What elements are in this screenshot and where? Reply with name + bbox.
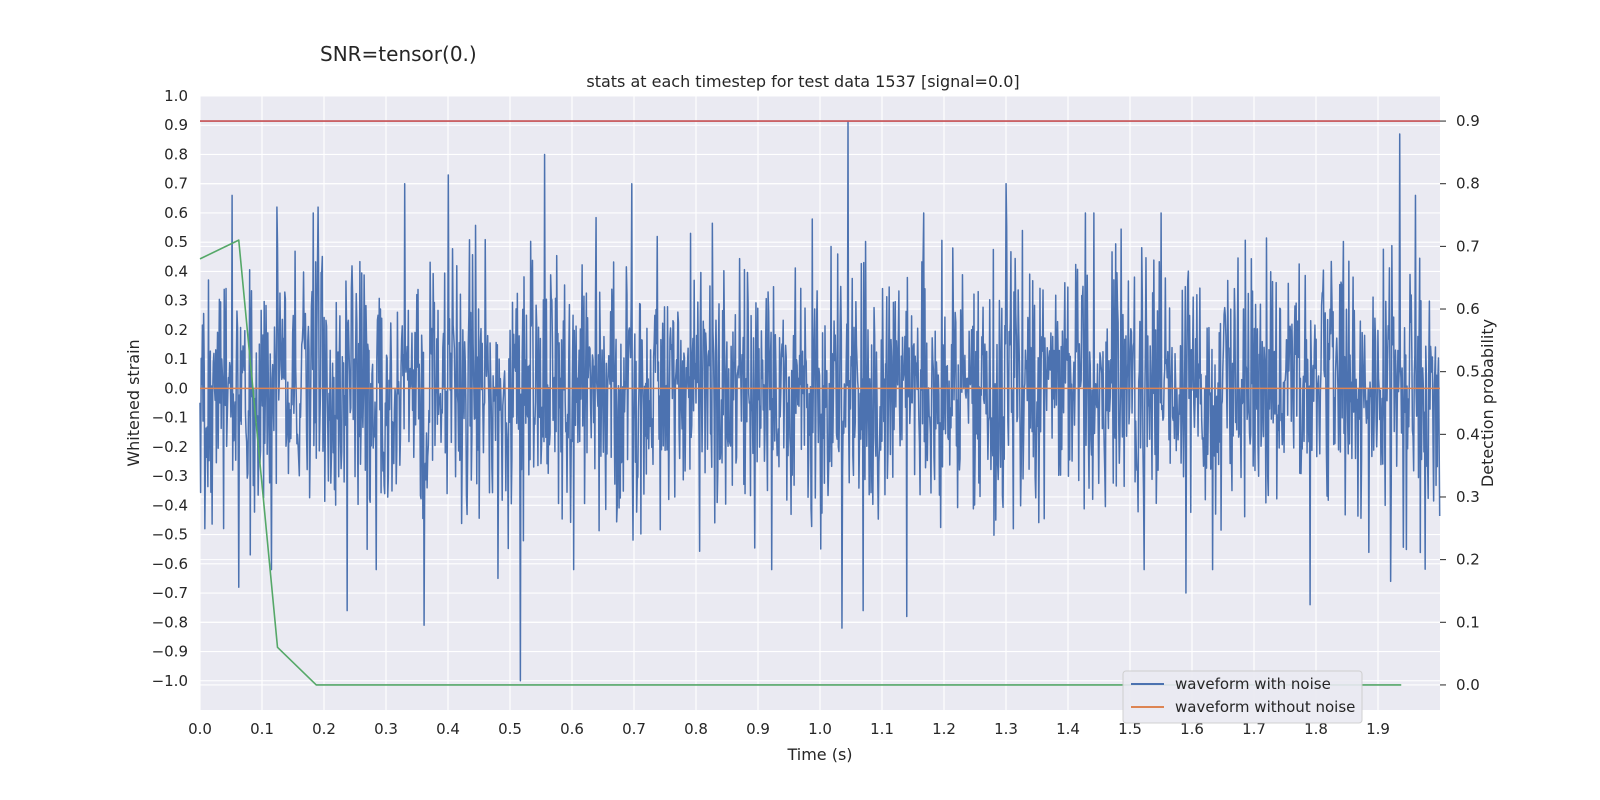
y2-tick-label: 0.5 [1456, 363, 1480, 381]
y2-tick-label: 0.7 [1456, 237, 1480, 255]
x-tick-label: 0.6 [560, 720, 584, 738]
y-tick-label: 0.9 [164, 116, 188, 134]
x-tick-label: 1.0 [808, 720, 832, 738]
y-tick-label: −0.5 [152, 526, 188, 544]
x-tick-label: 0.9 [746, 720, 770, 738]
y2-tick-label: 0.4 [1456, 425, 1480, 443]
y-axis-left: 1.0 0.9 0.8 0.7 0.6 0.5 0.4 0.3 0.2 0.1 0.0 −0.1 −0.… [152, 87, 188, 690]
x-axis: 0.0 0.1 0.2 0.3 0.4 0.5 0.6 0.7 0.8 0.9 1.0 1.1 1.2 1… [188, 720, 1390, 738]
x-tick-label: 1.8 [1304, 720, 1328, 738]
series-line-detection-probability [199, 239, 1402, 686]
y-tick-label: 0.4 [164, 262, 188, 280]
legend-label-without-noise: waveform without noise [1175, 698, 1355, 716]
y-tick-label: −0.3 [152, 467, 188, 485]
y-tick-label: −0.9 [152, 643, 188, 661]
y-axis-right: 0.9 0.8 0.7 0.6 0.5 0.4 0.3 0.2 0.1 0.0 [1440, 112, 1480, 694]
x-tick-label: 0.4 [436, 720, 460, 738]
x-tick-label: 1.9 [1366, 720, 1390, 738]
x-tick-label: 0.3 [374, 720, 398, 738]
y-tick-label: −0.1 [152, 409, 188, 427]
y-tick-label: 0.6 [164, 204, 188, 222]
y-tick-label: −0.6 [152, 555, 188, 573]
y2-tick-label: 0.1 [1456, 613, 1480, 631]
y2-tick-label: 0.8 [1456, 175, 1480, 193]
y-tick-label: −0.7 [152, 584, 188, 602]
y-tick-label: 0.3 [164, 292, 188, 310]
x-tick-label: 1.1 [870, 720, 894, 738]
legend-box [1122, 670, 1363, 724]
x-axis-label: Time (s) [786, 745, 852, 764]
legend-label-with-noise: waveform with noise [1175, 675, 1331, 693]
y-axis-label: Whitened strain [124, 339, 143, 466]
x-tick-label: 0.1 [250, 720, 274, 738]
x-tick-label: 1.4 [1056, 720, 1080, 738]
y-tick-label: 0.2 [164, 321, 188, 339]
x-tick-label: 1.5 [1118, 720, 1142, 738]
y-tick-label: 0.0 [164, 379, 188, 397]
y2-tick-label: 0.2 [1456, 551, 1480, 569]
suptitle: SNR=tensor(0.) [320, 42, 477, 66]
y-tick-label: −0.2 [152, 438, 188, 456]
y2-tick-label: 0.3 [1456, 488, 1480, 506]
x-tick-label: 1.6 [1180, 720, 1204, 738]
y2-axis-label: Detection probability [1478, 319, 1497, 487]
x-tick-label: 1.2 [932, 720, 956, 738]
y2-tick-label: 0.0 [1456, 676, 1480, 694]
y-tick-label: 0.8 [164, 145, 188, 163]
x-tick-label: 1.7 [1242, 720, 1266, 738]
x-tick-label: 0.2 [312, 720, 336, 738]
x-tick-label: 1.3 [994, 720, 1018, 738]
x-tick-label: 0.5 [498, 720, 522, 738]
x-tick-label: 0.0 [188, 720, 212, 738]
y-tick-label: −0.4 [152, 496, 188, 514]
x-tick-label: 0.7 [622, 720, 646, 738]
y-tick-label: 0.7 [164, 175, 188, 193]
y-tick-label: −1.0 [152, 672, 188, 690]
y-tick-label: 1.0 [164, 87, 188, 105]
x-tick-label: 0.8 [684, 720, 708, 738]
y2-tick-label: 0.6 [1456, 300, 1480, 318]
y-tick-label: 0.5 [164, 233, 188, 251]
y-tick-label: 0.1 [164, 350, 188, 368]
y2-tick-label: 0.9 [1456, 112, 1480, 130]
legend: waveform with noise waveform without noi… [1122, 670, 1363, 724]
chart-title: stats at each timestep for test data 153… [586, 72, 1019, 91]
y-tick-label: −0.8 [152, 613, 188, 631]
series-layer [199, 120, 1441, 686]
series-line-waveform-with-noise [199, 121, 1441, 682]
